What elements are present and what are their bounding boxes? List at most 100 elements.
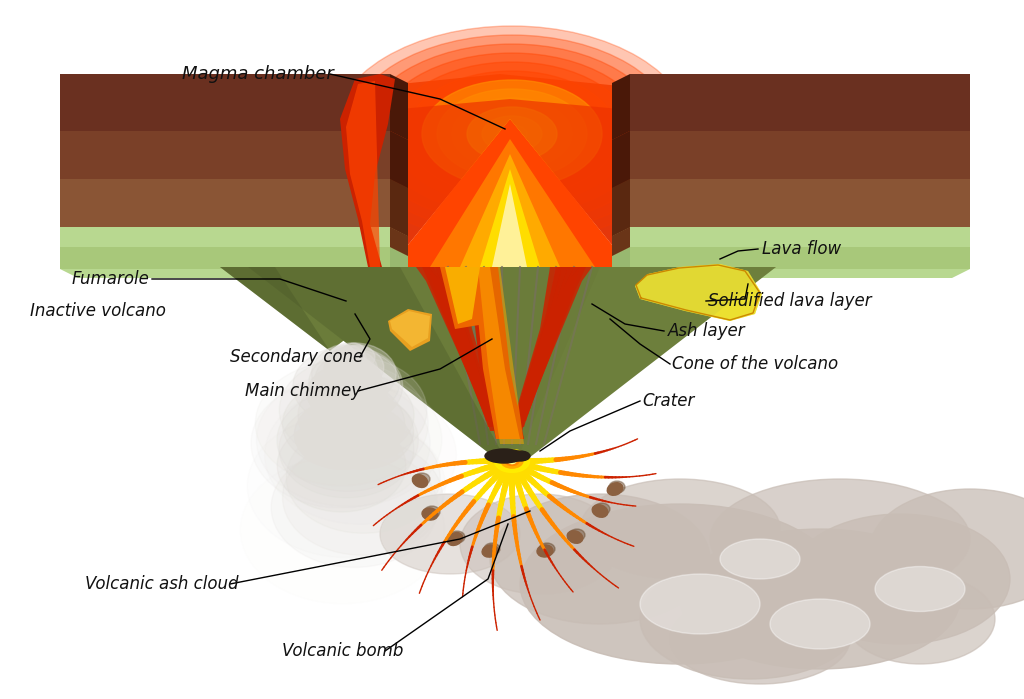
Polygon shape [428,267,490,415]
Ellipse shape [510,451,530,461]
Polygon shape [630,179,970,227]
Polygon shape [630,227,970,247]
Polygon shape [388,309,432,351]
Ellipse shape [293,347,402,426]
Polygon shape [512,267,568,427]
Ellipse shape [770,599,870,649]
Ellipse shape [377,53,647,215]
Ellipse shape [407,71,617,197]
Ellipse shape [520,504,840,664]
Polygon shape [60,131,390,179]
Polygon shape [390,179,408,236]
Ellipse shape [870,489,1024,609]
Polygon shape [612,74,630,140]
Polygon shape [390,74,408,140]
Ellipse shape [594,503,610,515]
Ellipse shape [449,531,465,543]
Polygon shape [492,184,527,267]
Ellipse shape [256,373,442,507]
Polygon shape [440,267,490,329]
Ellipse shape [460,494,620,594]
Ellipse shape [424,506,440,518]
Ellipse shape [505,456,519,466]
Ellipse shape [255,361,428,486]
Polygon shape [445,267,480,324]
Text: Cone of the volcano: Cone of the volcano [672,355,838,373]
Polygon shape [248,267,776,471]
Ellipse shape [567,531,583,543]
Ellipse shape [294,399,391,469]
Polygon shape [390,247,408,278]
Ellipse shape [307,365,385,421]
Ellipse shape [280,357,427,463]
Polygon shape [60,269,408,278]
Text: Volcanic bomb: Volcanic bomb [283,642,403,660]
Polygon shape [635,264,762,321]
Polygon shape [635,264,762,321]
Ellipse shape [437,89,587,179]
Polygon shape [450,267,502,431]
Polygon shape [612,131,630,188]
Ellipse shape [710,479,970,599]
Polygon shape [442,267,498,427]
Ellipse shape [279,401,414,498]
Polygon shape [390,227,408,256]
Ellipse shape [315,354,381,402]
Ellipse shape [298,373,414,457]
Ellipse shape [332,26,692,242]
Polygon shape [220,267,440,351]
Ellipse shape [482,545,498,557]
Ellipse shape [309,350,399,416]
Ellipse shape [490,494,710,624]
Polygon shape [390,131,408,188]
Ellipse shape [315,374,387,426]
Ellipse shape [569,529,585,541]
Ellipse shape [278,419,406,512]
Polygon shape [390,311,430,347]
Polygon shape [416,267,486,401]
Text: Secondary cone: Secondary cone [230,348,364,366]
Polygon shape [612,247,630,278]
Polygon shape [612,227,630,256]
Polygon shape [60,74,390,131]
Polygon shape [612,247,630,278]
Ellipse shape [310,394,414,469]
Text: Fumarole: Fumarole [72,270,150,288]
Polygon shape [516,267,580,415]
Polygon shape [220,267,330,351]
Polygon shape [390,131,408,188]
Ellipse shape [497,125,527,143]
Polygon shape [612,227,630,256]
Ellipse shape [720,539,800,579]
Ellipse shape [330,348,357,368]
Ellipse shape [276,389,418,491]
Polygon shape [346,81,380,267]
Polygon shape [612,269,970,278]
Polygon shape [520,267,592,401]
Ellipse shape [485,449,523,463]
Ellipse shape [580,479,780,579]
Ellipse shape [670,594,850,684]
Polygon shape [612,131,630,188]
Ellipse shape [501,454,523,468]
Polygon shape [478,267,524,444]
Polygon shape [340,74,395,267]
Ellipse shape [537,545,553,557]
Polygon shape [473,267,520,439]
Ellipse shape [609,481,625,493]
Polygon shape [514,267,574,421]
Ellipse shape [311,343,396,404]
Text: Ash layer: Ash layer [668,322,745,340]
Polygon shape [390,119,630,267]
Ellipse shape [326,345,367,375]
Ellipse shape [287,422,440,533]
Polygon shape [612,179,630,236]
Polygon shape [390,247,408,278]
Ellipse shape [325,353,372,387]
Ellipse shape [283,440,442,555]
Polygon shape [248,267,512,471]
Ellipse shape [484,543,500,555]
Ellipse shape [271,447,437,568]
Text: Lava flow: Lava flow [762,240,841,258]
Ellipse shape [380,494,520,574]
